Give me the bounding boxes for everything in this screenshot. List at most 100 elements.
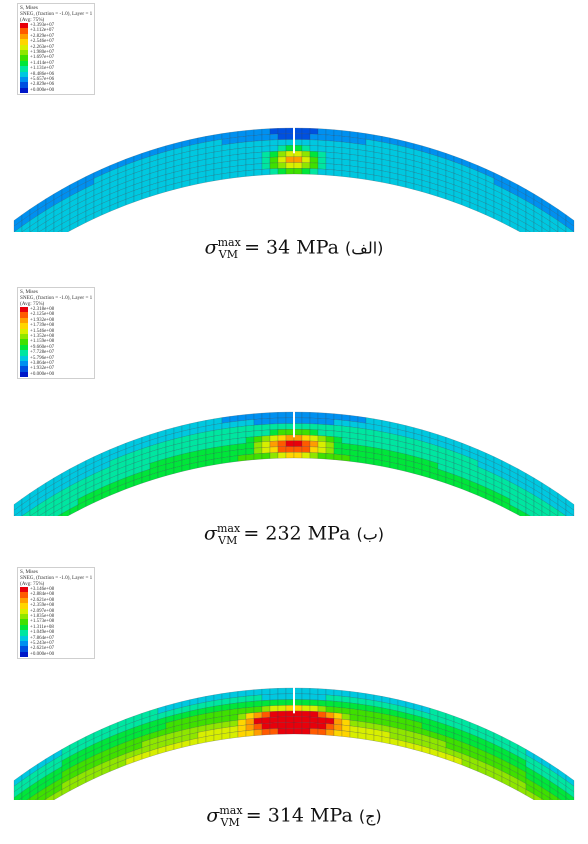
mesh-element — [237, 448, 247, 456]
legend-value: +2.318e+08 — [30, 307, 55, 312]
mesh-element — [29, 226, 39, 232]
mesh-element — [317, 699, 327, 707]
mesh-element — [277, 127, 287, 135]
mesh-element — [341, 420, 351, 428]
mesh-element — [245, 430, 255, 438]
mesh-element — [341, 159, 351, 167]
mesh-element — [317, 705, 327, 713]
caption: σmaxVM = 34 MPa (الف) — [0, 236, 588, 261]
mesh-element — [317, 435, 327, 443]
mesh-element — [373, 458, 383, 467]
mesh-element — [277, 687, 287, 695]
mesh-element — [229, 455, 239, 463]
mesh-element — [301, 705, 311, 712]
legend-swatch — [20, 619, 28, 625]
legend-swatch — [20, 350, 28, 356]
mesh-element — [269, 705, 279, 712]
mesh-element — [517, 508, 527, 516]
legend-value: +1.697e+07 — [30, 55, 55, 61]
legend-entry: +9.660e+07 — [20, 344, 92, 351]
legend-entry: +3.112e+07 — [20, 28, 92, 34]
legend-entry: +0.000e+00 — [20, 371, 92, 378]
mesh-element — [293, 139, 303, 146]
legend-value: +1.932e+08 — [30, 317, 55, 323]
mesh-element — [309, 705, 319, 712]
stress-legend: S, Mises SNEG, (fraction = -1.0), Layer … — [17, 3, 96, 96]
mesh-element — [341, 730, 351, 738]
mesh-element — [205, 458, 215, 467]
mesh-element — [269, 412, 279, 419]
legend-title: S, Mises — [20, 569, 38, 575]
legend-swatch — [20, 333, 28, 340]
legend-entry: +5.796e+07 — [20, 355, 92, 361]
mesh-element — [525, 223, 535, 232]
mesh-element — [285, 446, 295, 453]
mesh-element — [47, 512, 55, 516]
legend-entry: +2.884e+08 — [20, 592, 92, 598]
mesh-element — [261, 418, 271, 425]
mesh-element — [557, 791, 567, 800]
mesh-element — [277, 162, 287, 169]
mesh-element — [245, 436, 255, 444]
legend-value: +5.243e+07 — [30, 640, 55, 646]
mesh-element — [565, 797, 570, 800]
mesh-element — [277, 440, 287, 447]
mesh-element — [269, 168, 279, 175]
mesh-element — [341, 164, 351, 172]
mesh-element — [285, 728, 295, 735]
mesh-element — [269, 446, 279, 454]
legend-swatch — [20, 592, 28, 598]
mesh-element — [253, 706, 263, 713]
mesh-element — [325, 430, 335, 437]
mesh-element — [317, 446, 327, 454]
mesh-element — [237, 701, 247, 709]
mesh-element — [325, 729, 335, 736]
legend-subtitle: SNEG, (fraction = -1.0), Layer = 1 — [20, 11, 93, 17]
mesh-element — [277, 145, 287, 152]
mesh-element — [269, 722, 279, 730]
mesh-element — [333, 169, 343, 177]
legend-entry: +7.728e+07 — [20, 350, 92, 356]
legend-swatch — [20, 587, 28, 593]
mesh-element — [525, 507, 535, 516]
mesh-element — [253, 688, 263, 696]
mesh-element — [26, 797, 31, 800]
mesh-element — [325, 694, 335, 702]
mesh-element — [253, 128, 263, 136]
mesh-element — [341, 130, 351, 138]
mesh-element — [269, 711, 279, 718]
mesh-element — [277, 705, 287, 712]
legend-subtitle: SNEG, (fraction = -1.0), Layer = 1 — [20, 575, 93, 581]
mesh-element — [301, 710, 311, 718]
mesh-element — [269, 145, 279, 152]
caption-sup: max — [216, 522, 241, 535]
legend-value: +1.835e+08 — [30, 613, 55, 619]
legend-entry: +1.739e+08 — [20, 323, 92, 329]
mesh-element — [293, 145, 303, 152]
legend-value: +2.263e+07 — [30, 44, 55, 50]
mesh-element — [47, 228, 55, 232]
mesh-element — [341, 724, 351, 732]
mesh-element — [269, 716, 279, 724]
caption: σmaxVM = 314 MPa (ج) — [0, 804, 588, 829]
mesh-element — [301, 133, 311, 140]
legend-entry: +0.000e+00 — [20, 651, 92, 658]
mesh-element — [325, 441, 335, 449]
mesh-element — [333, 129, 343, 137]
mesh-element — [285, 699, 295, 706]
mesh-element — [341, 147, 351, 155]
mesh-element — [341, 136, 351, 144]
mesh-element — [261, 128, 271, 136]
mesh-element — [549, 220, 559, 232]
mesh-element — [325, 140, 335, 148]
mesh-element — [549, 504, 559, 516]
legend-value: +5.657e+06 — [30, 76, 55, 82]
mesh-element — [21, 226, 31, 232]
legend-entry: +3.393e+07 — [20, 23, 92, 29]
mesh-element — [261, 412, 271, 420]
caption-sup: max — [217, 236, 241, 249]
mesh-element — [38, 227, 47, 232]
legend-swatch — [20, 651, 28, 658]
mesh-element — [285, 429, 295, 436]
mesh-element — [245, 146, 255, 154]
